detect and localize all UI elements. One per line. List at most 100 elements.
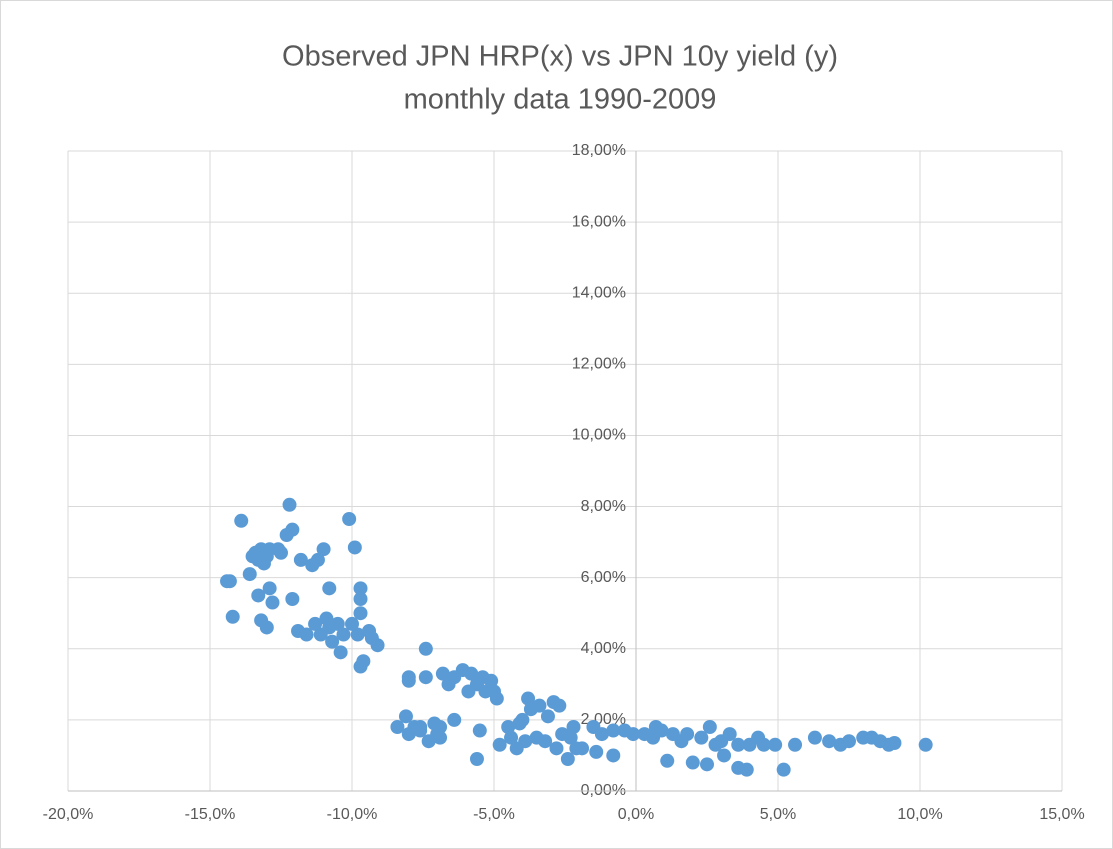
- scatter-point: [538, 734, 553, 749]
- scatter-point: [626, 727, 641, 742]
- scatter-point: [717, 748, 732, 763]
- x-tick-label: -5,0%: [473, 806, 515, 823]
- scatter-point: [788, 737, 803, 752]
- scatter-point: [489, 691, 504, 706]
- y-tick-label: 10,00%: [572, 427, 626, 444]
- scatter-point: [285, 592, 300, 606]
- scatter-point: [563, 730, 578, 745]
- scatter-point: [325, 634, 340, 649]
- scatter-point: [515, 712, 530, 727]
- x-tick-label: 5,0%: [760, 806, 796, 823]
- scatter-point: [842, 734, 856, 749]
- scatter-point: [225, 609, 240, 624]
- scatter-point: [398, 709, 413, 724]
- scatter-point: [251, 588, 266, 603]
- scatter-point: [345, 616, 359, 631]
- scatter-point: [654, 723, 669, 738]
- scatter-point: [501, 720, 516, 734]
- scatter-point: [282, 497, 297, 512]
- scatter-point: [390, 720, 405, 734]
- scatter-point: [336, 627, 351, 642]
- scatter-point: [342, 512, 357, 526]
- scatter-point: [594, 727, 609, 742]
- x-tick-label: 15,0%: [1039, 806, 1084, 823]
- scatter-point: [685, 755, 700, 770]
- chart-subtitle: monthly data 1990-2009: [404, 84, 717, 116]
- scatter-point: [566, 720, 581, 734]
- scatter-point: [347, 540, 362, 555]
- scatter-point: [265, 595, 280, 610]
- scatter-point: [285, 522, 300, 537]
- scatter-point: [552, 698, 567, 713]
- scatter-point: [322, 581, 337, 596]
- x-tick-label: -15,0%: [185, 806, 236, 823]
- y-tick-label: 6,00%: [581, 569, 626, 586]
- scatter-point: [401, 673, 416, 688]
- scatter-point: [310, 552, 325, 567]
- scatter-point: [433, 730, 448, 745]
- x-tick-label: 10,0%: [897, 806, 942, 823]
- scatter-point: [768, 737, 783, 752]
- x-tick-label: 0,0%: [618, 806, 654, 823]
- scatter-point: [333, 645, 348, 660]
- scatter-point: [575, 741, 590, 756]
- scatter-point: [274, 545, 288, 560]
- scatter-point: [435, 666, 450, 681]
- scatter-point: [722, 727, 737, 742]
- scatter-point: [606, 748, 621, 763]
- scatter-point: [353, 606, 368, 621]
- scatter-point: [776, 762, 791, 777]
- scatter-point: [447, 712, 462, 727]
- scatter-point: [433, 720, 448, 734]
- scatter-point: [299, 627, 314, 642]
- scatter-point: [464, 666, 479, 681]
- scatter-point: [356, 654, 371, 669]
- scatter-point: [549, 741, 564, 756]
- scatter-point: [418, 641, 433, 656]
- chart-title: Observed JPN HRP(x) vs JPN 10y yield (y): [282, 41, 838, 73]
- scatter-point: [413, 723, 428, 738]
- y-tick-label: 8,00%: [581, 498, 626, 515]
- scatter-point: [700, 757, 714, 772]
- scatter-point: [370, 638, 385, 653]
- scatter-point: [293, 552, 308, 567]
- scatter-point: [756, 737, 771, 752]
- scatter-point: [353, 592, 368, 606]
- scatter-point: [680, 727, 695, 742]
- scatter-point: [353, 581, 368, 596]
- scatter-point: [504, 730, 519, 745]
- scatter-point: [518, 734, 533, 749]
- scatter-point: [560, 752, 575, 766]
- scatter-point: [350, 627, 365, 642]
- y-tick-label: 12,00%: [572, 356, 626, 373]
- scatter-point: [242, 567, 257, 582]
- scatter-point: [807, 730, 822, 745]
- y-tick-label: 14,00%: [572, 284, 626, 301]
- scatter-point: [418, 670, 433, 685]
- scatter-point: [702, 720, 717, 734]
- scatter-point: [694, 730, 709, 745]
- scatter-point: [316, 542, 331, 557]
- scatter-point: [540, 709, 555, 724]
- scatter-point: [532, 698, 547, 713]
- scatter-point: [887, 736, 902, 750]
- scatter-point: [222, 574, 237, 589]
- y-tick-label: 4,00%: [581, 640, 626, 657]
- scatter-point: [739, 762, 754, 777]
- y-tick-label: 18,00%: [572, 142, 626, 159]
- x-tick-label: -10,0%: [327, 806, 378, 823]
- scatter-point: [731, 737, 746, 752]
- scatter-point: [234, 513, 249, 528]
- scatter-point: [484, 673, 499, 688]
- scatter-point: [469, 752, 484, 766]
- scatter-point: [330, 616, 345, 631]
- scatter-point: [521, 691, 536, 706]
- scatter-point: [492, 737, 507, 752]
- scatter-point: [262, 581, 277, 596]
- scatter-point: [822, 734, 837, 749]
- scatter-point: [308, 616, 323, 631]
- scatter-point: [472, 723, 487, 738]
- scatter-point: [606, 723, 621, 738]
